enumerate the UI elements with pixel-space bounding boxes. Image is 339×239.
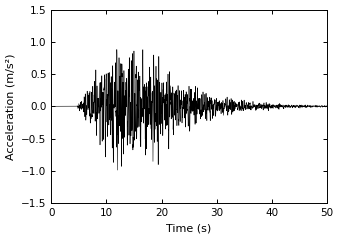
X-axis label: Time (s): Time (s) xyxy=(166,223,212,234)
Y-axis label: Acceleration (m/s²): Acceleration (m/s²) xyxy=(5,53,16,160)
